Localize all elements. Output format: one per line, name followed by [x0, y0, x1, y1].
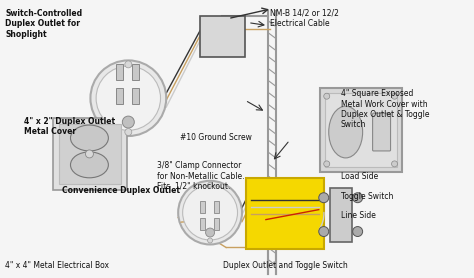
Circle shape [206, 228, 215, 237]
Bar [132, 64, 139, 80]
Circle shape [392, 161, 398, 167]
Text: #10 Ground Screw: #10 Ground Screw [180, 133, 252, 142]
Bar [200, 218, 205, 230]
FancyBboxPatch shape [373, 113, 391, 151]
Bar [200, 201, 205, 213]
Bar [132, 88, 139, 104]
Text: Duplex Outlet and Toggle Switch: Duplex Outlet and Toggle Switch [223, 261, 347, 270]
Text: Load Side: Load Side [341, 172, 378, 181]
Circle shape [178, 181, 242, 244]
Bar [116, 64, 123, 80]
Bar [330, 188, 352, 242]
Circle shape [319, 193, 329, 203]
Circle shape [125, 128, 132, 135]
Text: Line Side: Line Side [341, 211, 376, 220]
Bar [214, 218, 219, 230]
Circle shape [324, 161, 330, 167]
Bar [246, 178, 324, 249]
Ellipse shape [71, 125, 109, 151]
Circle shape [182, 185, 237, 240]
Circle shape [324, 93, 330, 99]
Circle shape [208, 182, 212, 187]
Circle shape [392, 93, 398, 99]
Text: Convenience Duplex Outlet: Convenience Duplex Outlet [62, 186, 180, 195]
Circle shape [85, 150, 93, 158]
Bar [116, 88, 123, 104]
Bar [58, 124, 121, 184]
Text: Switch-Controlled
Duplex Outlet for
Shoplight: Switch-Controlled Duplex Outlet for Shop… [5, 9, 82, 39]
Ellipse shape [71, 152, 109, 178]
Bar [53, 118, 128, 190]
Circle shape [319, 227, 329, 237]
Circle shape [96, 66, 161, 130]
Circle shape [91, 60, 166, 136]
Circle shape [208, 238, 212, 243]
Circle shape [122, 116, 134, 128]
Bar [320, 88, 401, 172]
Text: 4" x 4" Metal Electrical Box: 4" x 4" Metal Electrical Box [5, 261, 109, 270]
Circle shape [353, 193, 363, 203]
Text: 4" Square Exposed
Metal Work Cover with
Duplex Outlet & Toggle
Switch: 4" Square Exposed Metal Work Cover with … [341, 89, 429, 130]
Text: NM-B 14/2 or 12/2
Electrical Cable: NM-B 14/2 or 12/2 Electrical Cable [270, 9, 339, 28]
Ellipse shape [329, 106, 363, 158]
Text: Toggle Switch: Toggle Switch [341, 192, 393, 200]
Bar [214, 201, 219, 213]
Bar [200, 16, 245, 58]
Circle shape [125, 61, 132, 68]
Circle shape [353, 227, 363, 237]
Text: 4" x 2" Duplex Outlet
Metal Cover: 4" x 2" Duplex Outlet Metal Cover [24, 117, 116, 136]
Text: 3/8" Clamp Connector
for Non-Metallic Cable.
Fits  1/2" knockout.: 3/8" Clamp Connector for Non-Metallic Ca… [156, 161, 244, 191]
Bar [325, 93, 397, 167]
